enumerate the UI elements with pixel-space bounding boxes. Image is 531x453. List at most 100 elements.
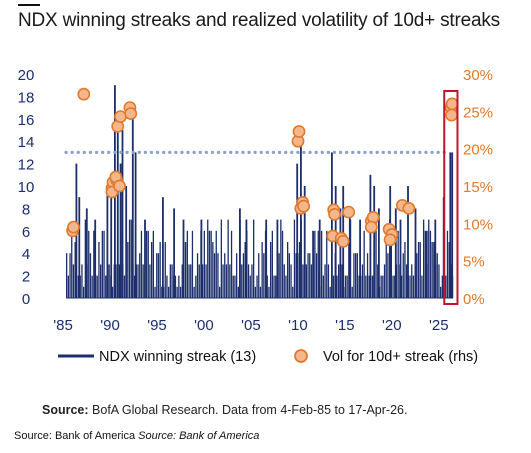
bar-spike <box>425 230 428 298</box>
bar <box>315 253 318 298</box>
bar <box>256 275 258 298</box>
bar <box>338 264 340 298</box>
y2-tick-label: 0% <box>463 291 485 308</box>
vol-point <box>445 97 459 111</box>
bar <box>288 253 290 298</box>
bar <box>171 264 173 298</box>
bar <box>212 242 214 298</box>
x-axis: '85 '90 '95 '00 '05 '10 '15 '20 '25 <box>53 317 448 334</box>
bar <box>72 264 75 298</box>
bar <box>433 242 435 298</box>
bar <box>161 286 163 298</box>
bar <box>361 264 364 298</box>
bar <box>324 264 326 298</box>
bar <box>181 264 183 298</box>
bar <box>368 275 370 298</box>
x-tick-label: '05 <box>241 317 261 334</box>
credit-italic: Source: Bank of America <box>138 430 260 442</box>
bar <box>365 275 367 298</box>
chart-title: NDX winning streaks and realized volatil… <box>18 10 500 31</box>
vol-point <box>292 125 306 138</box>
bar <box>259 286 262 298</box>
bar <box>185 242 187 298</box>
bar <box>254 286 256 298</box>
bar <box>411 264 413 298</box>
bar <box>188 264 190 298</box>
bar <box>356 253 358 298</box>
bar <box>375 230 377 298</box>
bar <box>382 275 384 298</box>
bar <box>103 230 105 298</box>
bar <box>448 242 450 298</box>
bar-spike <box>359 219 361 298</box>
bar <box>134 275 136 298</box>
y2-tick-label: 30% <box>463 67 493 84</box>
bar-spike <box>134 152 137 298</box>
bar <box>145 230 148 298</box>
bar-spike <box>339 208 342 298</box>
bar <box>139 253 141 298</box>
bar <box>234 275 236 298</box>
y-tick-label: 18 <box>18 89 35 106</box>
bar <box>98 242 100 298</box>
bar <box>326 230 328 298</box>
bar-spike <box>119 163 122 298</box>
bar-spike <box>94 219 97 298</box>
bar-spike <box>239 208 241 298</box>
scatter-series <box>66 87 459 248</box>
bar-spike <box>245 219 248 298</box>
bar <box>412 275 415 298</box>
bar-spike <box>106 186 109 298</box>
bar <box>406 264 408 298</box>
bar <box>363 230 365 298</box>
bar <box>281 230 284 298</box>
y-axis-left: 0 2 4 6 8 10 12 14 16 18 20 <box>18 67 35 308</box>
bar <box>298 242 301 298</box>
y-tick-label: 14 <box>18 134 35 151</box>
bar <box>202 264 204 298</box>
bar-spike <box>110 174 113 298</box>
y2-tick-label: 15% <box>463 179 493 196</box>
y-tick-label: 16 <box>18 112 35 129</box>
bar <box>227 219 229 298</box>
bar <box>128 219 131 298</box>
bar <box>387 253 389 298</box>
y2-tick-label: 20% <box>463 142 493 159</box>
legend-dot-swatch <box>294 349 308 363</box>
bar <box>93 230 95 298</box>
source-label: Source: <box>42 403 89 417</box>
bar <box>174 275 177 298</box>
vol-point <box>124 107 138 120</box>
y2-tick-label: 5% <box>463 254 485 271</box>
bar-spike <box>131 107 134 298</box>
bar <box>346 275 348 298</box>
bar <box>186 230 188 298</box>
bar <box>159 242 161 298</box>
bar <box>266 275 268 298</box>
bar <box>71 230 73 298</box>
vol-point <box>445 108 458 122</box>
bar <box>123 275 126 298</box>
bar <box>236 253 238 298</box>
bar <box>341 264 343 298</box>
bar <box>390 242 392 298</box>
bar <box>292 286 294 298</box>
bar <box>394 275 396 298</box>
bar <box>140 230 143 298</box>
bar <box>317 230 319 298</box>
bar <box>190 264 192 298</box>
bar <box>215 230 217 298</box>
bar <box>251 264 253 298</box>
bar <box>100 264 102 298</box>
bar <box>217 253 219 298</box>
bar <box>372 275 374 298</box>
bar <box>322 275 324 298</box>
bar <box>166 275 168 298</box>
bar <box>191 230 194 298</box>
bar <box>270 242 272 298</box>
bar <box>344 275 347 298</box>
x-tick-label: '10 <box>288 317 308 334</box>
bar <box>423 219 425 298</box>
bar <box>127 242 129 298</box>
bar <box>424 230 426 298</box>
